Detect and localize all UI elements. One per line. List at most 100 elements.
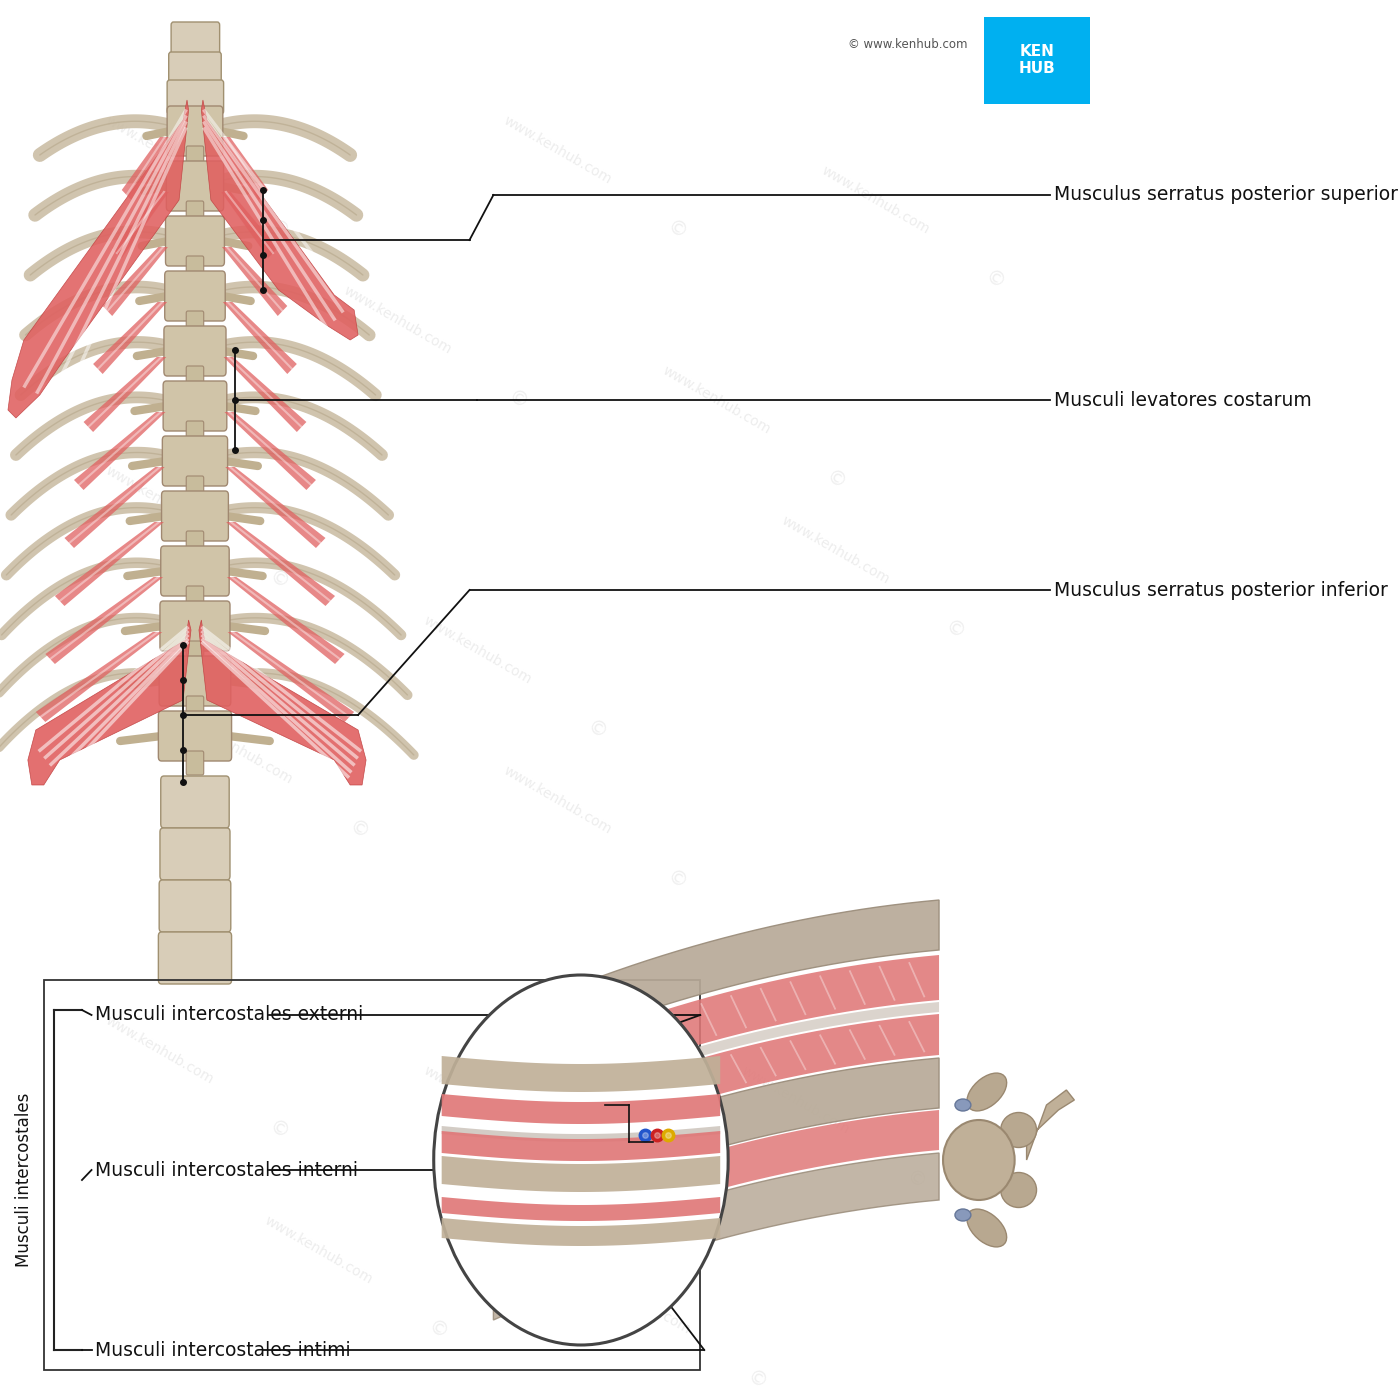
Ellipse shape <box>967 1210 1007 1247</box>
Polygon shape <box>221 192 277 258</box>
Text: ©: © <box>265 217 291 244</box>
Polygon shape <box>28 620 190 785</box>
FancyBboxPatch shape <box>164 326 225 377</box>
Polygon shape <box>84 357 167 433</box>
Text: ©: © <box>902 1166 928 1193</box>
FancyBboxPatch shape <box>158 932 231 984</box>
Text: ©: © <box>584 1166 610 1193</box>
FancyBboxPatch shape <box>186 256 204 280</box>
Text: ©: © <box>504 386 531 413</box>
FancyBboxPatch shape <box>158 711 231 762</box>
Text: ©: © <box>424 1317 451 1343</box>
Ellipse shape <box>955 1099 970 1112</box>
FancyBboxPatch shape <box>162 435 228 486</box>
Text: Musculi intercostales intimi: Musculi intercostales intimi <box>95 1341 351 1359</box>
FancyBboxPatch shape <box>161 546 230 596</box>
Polygon shape <box>493 955 939 1120</box>
Text: www.kenhub.com: www.kenhub.com <box>580 1263 693 1337</box>
Polygon shape <box>223 246 287 316</box>
Text: www.kenhub.com: www.kenhub.com <box>102 463 216 536</box>
Text: www.kenhub.com: www.kenhub.com <box>819 164 932 237</box>
Polygon shape <box>1026 1091 1074 1161</box>
Text: Musculus serratus posterior inferior: Musculus serratus posterior inferior <box>1054 581 1389 599</box>
Text: ©: © <box>822 466 848 493</box>
FancyBboxPatch shape <box>160 657 231 706</box>
FancyBboxPatch shape <box>186 531 204 554</box>
Text: ©: © <box>265 1117 291 1144</box>
Polygon shape <box>493 1014 939 1175</box>
FancyBboxPatch shape <box>167 106 223 155</box>
Polygon shape <box>493 1110 939 1270</box>
FancyBboxPatch shape <box>186 311 204 335</box>
Polygon shape <box>36 631 162 722</box>
Text: ©: © <box>942 617 969 643</box>
Polygon shape <box>94 302 167 374</box>
Polygon shape <box>224 412 316 490</box>
FancyBboxPatch shape <box>167 80 224 113</box>
Polygon shape <box>199 620 365 785</box>
FancyBboxPatch shape <box>186 696 204 720</box>
Polygon shape <box>493 1058 939 1228</box>
Text: ©: © <box>743 1366 769 1393</box>
Polygon shape <box>441 1197 720 1221</box>
FancyBboxPatch shape <box>171 22 220 57</box>
Text: ©: © <box>584 717 610 743</box>
Text: www.kenhub.com: www.kenhub.com <box>342 283 455 357</box>
Text: www.kenhub.com: www.kenhub.com <box>421 613 533 686</box>
Polygon shape <box>55 522 164 606</box>
Text: Musculi levatores costarum: Musculi levatores costarum <box>1054 391 1312 409</box>
Ellipse shape <box>944 1120 1015 1200</box>
Polygon shape <box>441 1156 720 1191</box>
Polygon shape <box>441 1218 720 1246</box>
Text: ©: © <box>664 217 690 244</box>
Polygon shape <box>202 99 358 340</box>
Polygon shape <box>225 522 335 606</box>
Text: Musculi intercostales externi: Musculi intercostales externi <box>95 1005 364 1025</box>
Polygon shape <box>493 1154 939 1320</box>
Polygon shape <box>224 357 307 433</box>
Polygon shape <box>225 468 325 547</box>
Text: www.kenhub.com: www.kenhub.com <box>102 1014 216 1086</box>
FancyBboxPatch shape <box>169 52 221 85</box>
FancyBboxPatch shape <box>160 601 230 651</box>
Text: ©: © <box>664 867 690 893</box>
Polygon shape <box>220 137 269 200</box>
Polygon shape <box>227 577 344 664</box>
FancyBboxPatch shape <box>167 161 224 211</box>
FancyBboxPatch shape <box>165 216 224 266</box>
FancyBboxPatch shape <box>186 421 204 445</box>
Text: www.kenhub.com: www.kenhub.com <box>102 113 216 186</box>
FancyBboxPatch shape <box>160 827 230 881</box>
FancyBboxPatch shape <box>186 146 204 169</box>
Text: ©: © <box>981 267 1008 293</box>
Text: Musculi intercostales: Musculi intercostales <box>15 1093 32 1267</box>
Text: www.kenhub.com: www.kenhub.com <box>182 714 295 787</box>
Text: www.kenhub.com: www.kenhub.com <box>739 1064 853 1137</box>
Polygon shape <box>102 246 168 316</box>
Polygon shape <box>493 900 939 1070</box>
Polygon shape <box>122 137 169 200</box>
FancyBboxPatch shape <box>186 476 204 500</box>
Text: www.kenhub.com: www.kenhub.com <box>501 763 613 837</box>
Polygon shape <box>64 468 165 547</box>
Ellipse shape <box>1001 1113 1036 1148</box>
Polygon shape <box>441 1093 720 1124</box>
FancyBboxPatch shape <box>186 641 204 665</box>
Text: Musculus serratus posterior superior: Musculus serratus posterior superior <box>1054 185 1399 204</box>
Polygon shape <box>493 1002 939 1133</box>
Polygon shape <box>8 99 189 419</box>
Text: www.kenhub.com: www.kenhub.com <box>778 514 892 587</box>
FancyBboxPatch shape <box>160 881 231 932</box>
Text: www.kenhub.com: www.kenhub.com <box>501 113 613 186</box>
Polygon shape <box>112 192 169 258</box>
Polygon shape <box>441 1126 720 1142</box>
Polygon shape <box>45 577 164 664</box>
FancyBboxPatch shape <box>161 776 230 827</box>
Circle shape <box>434 974 728 1345</box>
Text: www.kenhub.com: www.kenhub.com <box>262 1214 375 1287</box>
Text: www.kenhub.com: www.kenhub.com <box>421 1064 533 1137</box>
FancyBboxPatch shape <box>984 17 1089 104</box>
Ellipse shape <box>955 1210 970 1221</box>
FancyBboxPatch shape <box>186 587 204 610</box>
FancyBboxPatch shape <box>164 381 227 431</box>
